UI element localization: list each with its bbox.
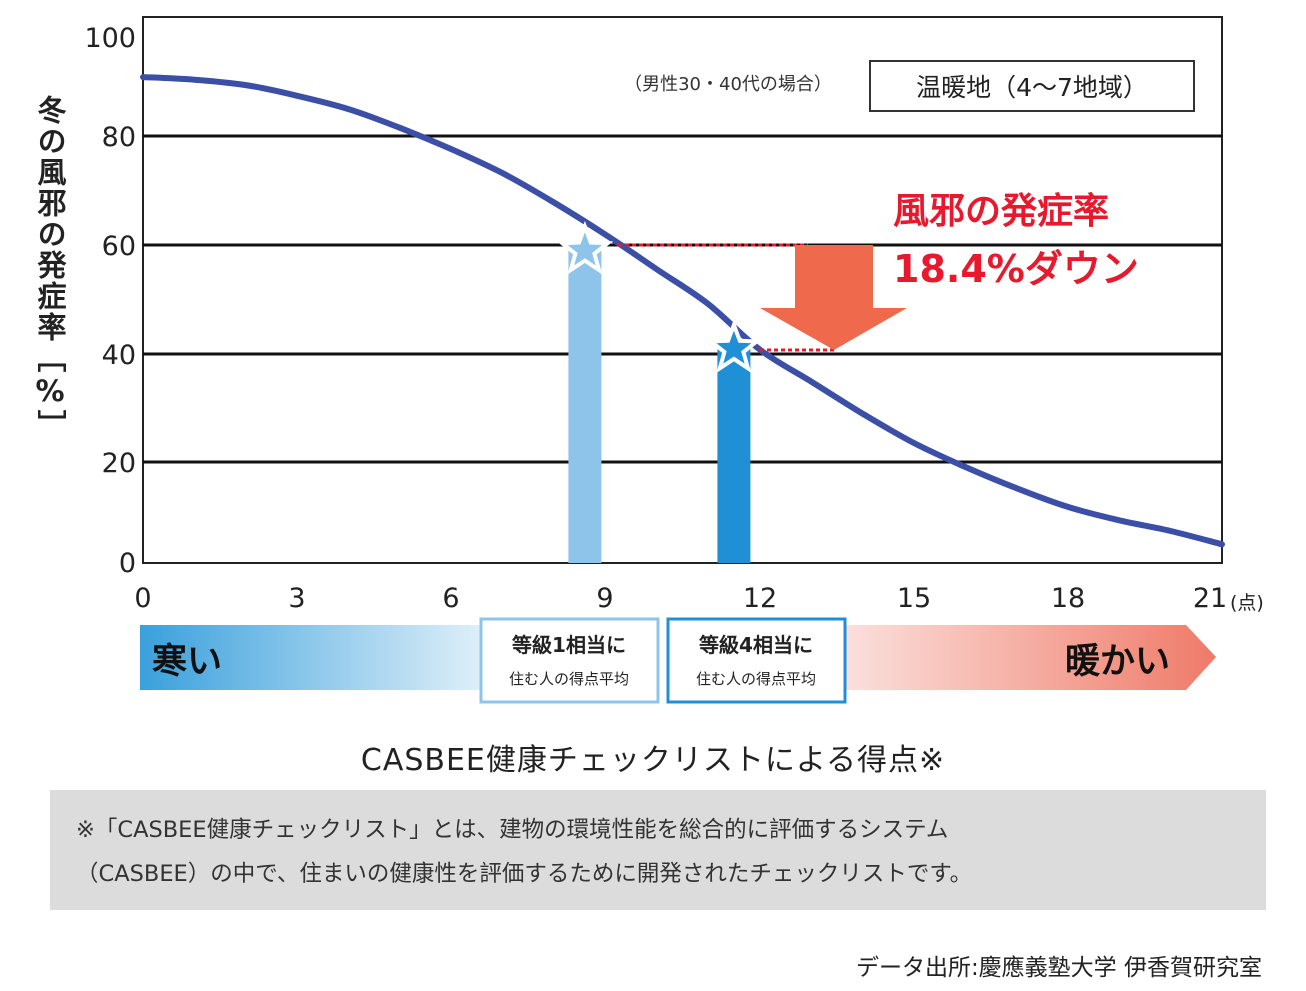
bar-grade1 bbox=[568, 250, 602, 563]
grade1-label-line1: 等級1相当に bbox=[512, 633, 626, 657]
drop-value: 18.4%ダウン bbox=[893, 247, 1139, 291]
x-tick-15: 15 bbox=[897, 583, 931, 614]
y-axis-label: 冬の風邪の発症率［%］ bbox=[33, 95, 68, 441]
y-tick-100: 100 bbox=[84, 23, 136, 54]
x-tick-6: 6 bbox=[442, 583, 459, 614]
grade1-box bbox=[479, 617, 660, 704]
region-label: 温暖地（4～7地域） bbox=[916, 73, 1148, 102]
y-tick-20: 20 bbox=[102, 448, 136, 479]
x-tick-3: 3 bbox=[288, 583, 305, 614]
y-tick-0: 0 bbox=[119, 548, 136, 579]
grade4-label-line2: 住む人の得点平均 bbox=[696, 670, 816, 688]
condition-label: （男性30・40代の場合） bbox=[624, 74, 832, 95]
footnote-line-1: ※「CASBEE健康チェックリスト」とは、建物の環境性能を総合的に評価するシステ… bbox=[76, 817, 949, 843]
grade1-label-line2: 住む人の得点平均 bbox=[509, 670, 629, 688]
y-tick-60: 60 bbox=[102, 231, 136, 262]
grade4-box bbox=[666, 617, 847, 704]
data-source: データ出所:慶應義塾大学 伊香賀研究室 bbox=[855, 955, 1262, 981]
star-marker-grade4 bbox=[705, 319, 763, 373]
chart-caption: CASBEE健康チェックリストによる得点※ bbox=[360, 743, 946, 778]
cold-label: 寒い bbox=[152, 642, 222, 682]
grade4-label-line1: 等級4相当に bbox=[699, 633, 813, 657]
region-box bbox=[869, 60, 1195, 112]
footnote-box: ※「CASBEE健康チェックリスト」とは、建物の環境性能を総合的に評価するシステ… bbox=[50, 790, 1266, 910]
star-marker-grade1 bbox=[556, 220, 614, 275]
gridlines bbox=[143, 134, 1222, 464]
x-tick-9: 9 bbox=[596, 583, 613, 614]
x-tick-21: 21 bbox=[1193, 583, 1227, 614]
down-arrow bbox=[760, 245, 907, 350]
warm-label: 暖かい bbox=[1065, 642, 1170, 682]
x-tick-12: 12 bbox=[743, 583, 777, 614]
y-tick-40: 40 bbox=[102, 340, 136, 371]
plot-frame bbox=[142, 16, 1223, 564]
footnote-line-2: （CASBEE）の中で、住まいの健康性を評価するために開発されたチェックリストで… bbox=[76, 861, 973, 887]
x-tick-0: 0 bbox=[134, 583, 151, 614]
x-tick-18: 18 bbox=[1051, 583, 1085, 614]
curve-line bbox=[140, 74, 1225, 548]
chart: 100 80 60 40 20 0 0 3 6 9 12 15 18 21 (点… bbox=[33, 16, 1264, 704]
x-unit-label: (点) bbox=[1230, 592, 1264, 614]
y-tick-80: 80 bbox=[102, 122, 136, 153]
drop-title: 風邪の発症率 bbox=[893, 191, 1109, 232]
bar-grade4 bbox=[717, 348, 751, 563]
